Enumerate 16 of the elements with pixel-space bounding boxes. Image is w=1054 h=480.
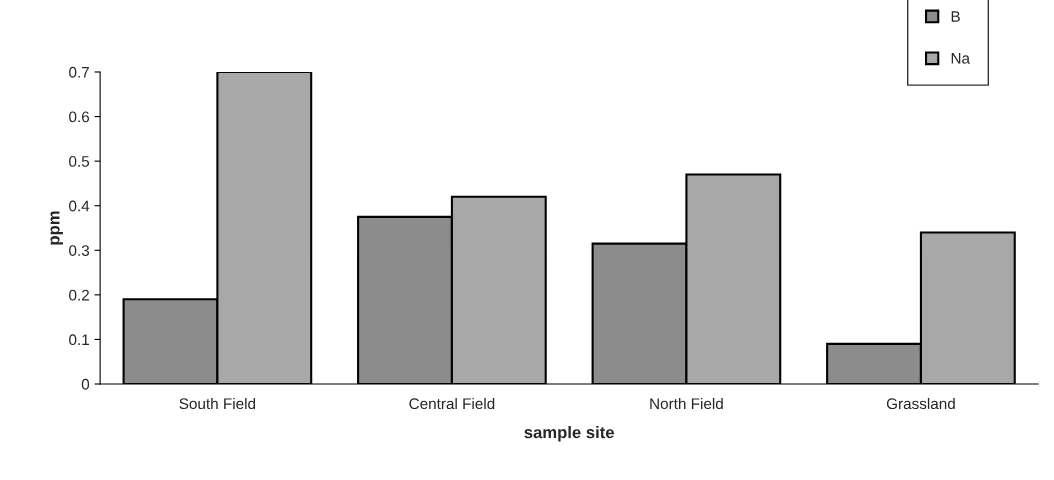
- y-tick-label: 0: [81, 378, 90, 390]
- x-axis-title: sample site: [524, 426, 614, 442]
- x-tick-label: Grassland: [886, 397, 955, 410]
- y-axis-title: ppm: [50, 211, 63, 245]
- legend-label: B: [951, 11, 960, 22]
- y-tick-label: 0.7: [69, 66, 89, 78]
- x-tick-label: North Field: [650, 397, 723, 410]
- y-tick-label: 0.2: [69, 289, 89, 301]
- y-tick-label: 0.4: [69, 200, 90, 212]
- y-tick-label: 0.5: [69, 156, 90, 167]
- x-tick-label: Central Field: [409, 397, 495, 410]
- y-tick-label: 0.1: [69, 334, 89, 346]
- y-tick-label: 0.6: [69, 111, 90, 123]
- legend-label: Na: [951, 53, 970, 64]
- x-tick-label: South Field: [179, 397, 256, 410]
- y-tick-label: 0.3: [69, 245, 90, 256]
